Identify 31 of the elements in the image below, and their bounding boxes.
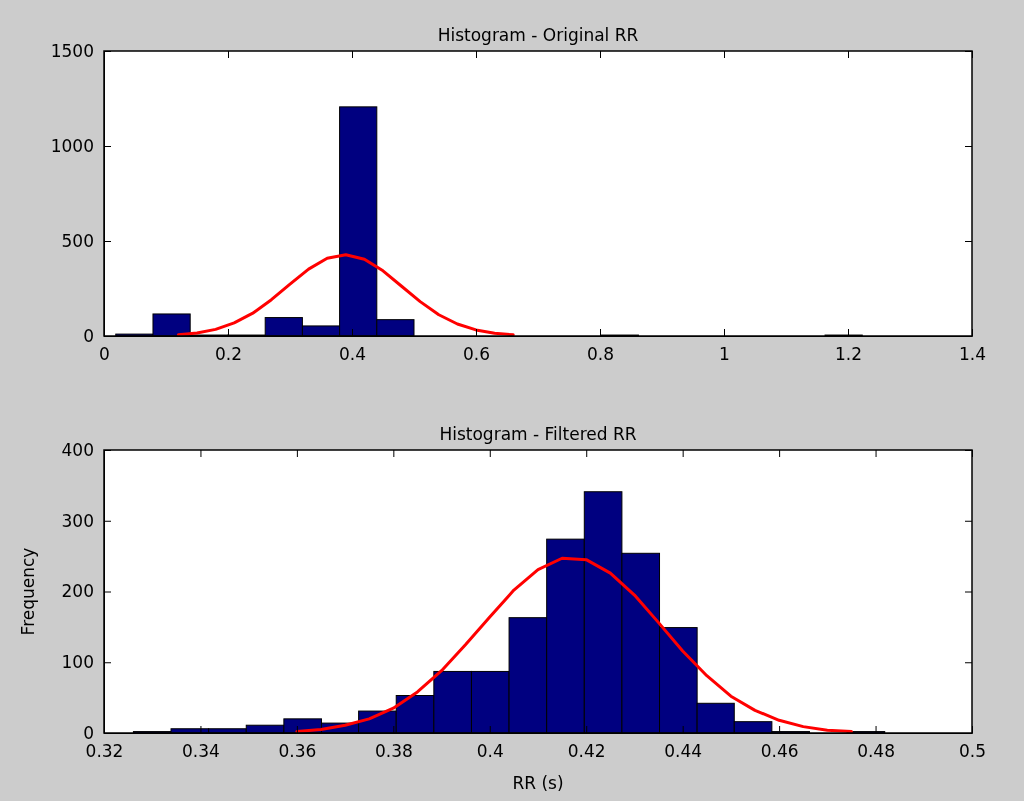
chart-title: Histogram - Original RR (437, 25, 639, 45)
x-tick-label: 0.4 (338, 344, 367, 365)
y-tick-label: 500 (61, 230, 94, 251)
y-tick-label: 1000 (50, 135, 94, 156)
x-tick-label: 0.32 (85, 741, 124, 762)
x-tick-label: 0.2 (214, 344, 243, 365)
y-tick-label: 0 (83, 325, 94, 346)
x-tick-label: 0.4 (476, 741, 504, 762)
y-tick-label: 100 (61, 652, 94, 673)
x-tick-label: 0.6 (462, 344, 491, 365)
x-tick-label: 1 (719, 344, 730, 365)
y-axis-title: Frequency (18, 547, 38, 636)
y-tick-label: 1500 (50, 40, 94, 61)
x-axis-title: RR (s) (512, 773, 564, 793)
x-tick-label: 0.36 (278, 741, 317, 762)
x-tick-label: 0.46 (760, 741, 799, 762)
chart-title: Histogram - Filtered RR (439, 424, 637, 444)
y-tick-label: 400 (61, 439, 94, 460)
x-tick-label: 0.48 (857, 741, 895, 762)
x-tick-label: 0.34 (182, 741, 220, 762)
x-tick-label: 0.8 (586, 344, 615, 365)
x-tick-label: 0.38 (374, 741, 413, 762)
x-tick-label: 1.4 (958, 344, 987, 365)
x-tick-label: 0.42 (567, 741, 606, 762)
y-tick-label: 0 (83, 722, 94, 743)
x-tick-label: 0.44 (664, 741, 703, 762)
y-tick-label: 300 (61, 510, 94, 531)
x-tick-label: 0 (99, 344, 110, 365)
x-tick-label: 0.5 (958, 741, 987, 762)
x-tick-label: 1.2 (834, 344, 863, 365)
y-tick-label: 200 (61, 581, 94, 602)
